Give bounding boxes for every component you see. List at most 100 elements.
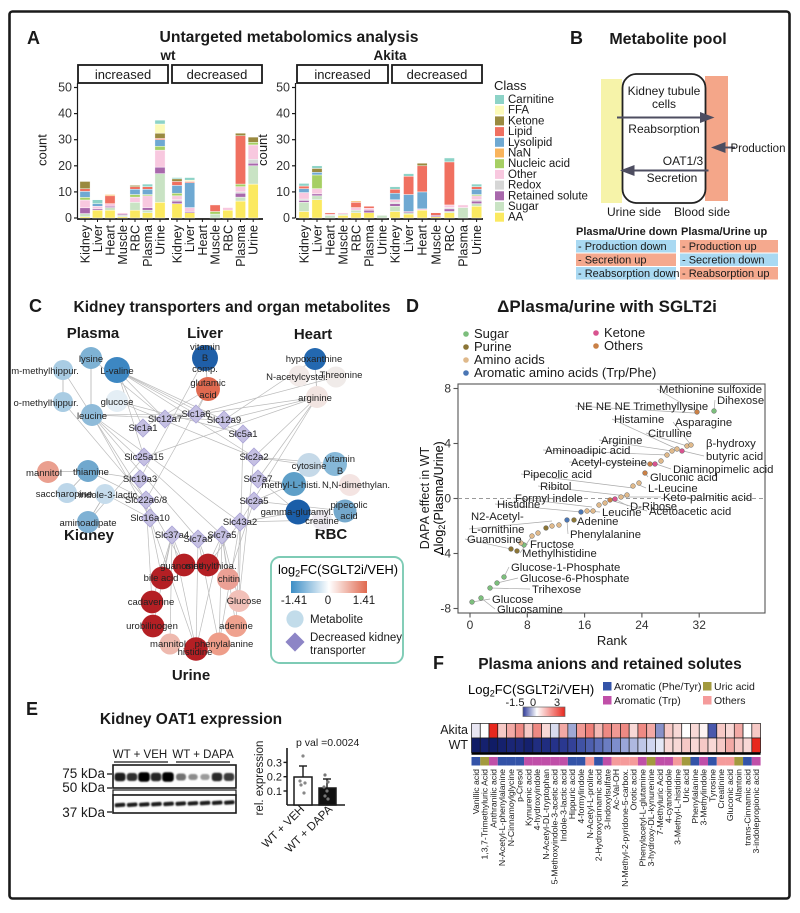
- svg-text:RBC: RBC: [350, 225, 364, 251]
- svg-text:N-Cinnamoylglycine: N-Cinnamoylglycine: [506, 769, 516, 846]
- svg-text:decreased: decreased: [187, 67, 248, 82]
- svg-text:N-Methyl-2-pyridone-5-carbox.: N-Methyl-2-pyridone-5-carbox.: [620, 769, 630, 887]
- svg-text:RBC: RBC: [129, 225, 143, 251]
- svg-text:Others: Others: [604, 338, 644, 353]
- svg-text:0.3: 0.3: [267, 757, 282, 769]
- svg-text:0: 0: [530, 697, 536, 709]
- svg-text:0: 0: [467, 618, 474, 632]
- svg-text:F: F: [433, 653, 444, 673]
- svg-text:37 kDa: 37 kDa: [62, 805, 105, 820]
- svg-text:RBC: RBC: [315, 526, 348, 543]
- svg-text:p-Cresol: p-Cresol: [515, 769, 525, 802]
- svg-text:Vanillic acid: Vanillic acid: [471, 769, 481, 814]
- svg-text:Δlog2(Plasma/Urine): Δlog2(Plasma/Urine): [432, 441, 447, 554]
- svg-text:Slc12a9: Slc12a9: [207, 415, 241, 426]
- svg-text:cytosine: cytosine: [292, 461, 327, 472]
- svg-text:Metabolite pool: Metabolite pool: [609, 31, 726, 48]
- svg-text:Urine: Urine: [470, 225, 484, 255]
- svg-text:Slc37a4: Slc37a4: [155, 530, 189, 541]
- svg-text:log2FC(SGLT2i/VEH): log2FC(SGLT2i/VEH): [278, 562, 398, 579]
- svg-text:Formyl indole: Formyl indole: [515, 493, 583, 505]
- svg-text:10: 10: [58, 185, 72, 199]
- svg-text:Slc7a5: Slc7a5: [207, 530, 236, 541]
- svg-text:WT + DAPA: WT + DAPA: [172, 749, 234, 761]
- svg-text:Lysolipid: Lysolipid: [508, 137, 552, 149]
- svg-text:Liver: Liver: [91, 225, 105, 252]
- svg-text:comp.: comp.: [192, 364, 218, 375]
- svg-text:Diaminopimelic acid: Diaminopimelic acid: [673, 464, 773, 476]
- svg-text:2-Hydroxycinnamic acid: 2-Hydroxycinnamic acid: [594, 769, 604, 861]
- svg-text:Plasma anions and retained sol: Plasma anions and retained solutes: [478, 656, 742, 673]
- svg-text:-8: -8: [440, 602, 451, 616]
- svg-text:aminoadipate: aminoadipate: [59, 518, 116, 529]
- svg-text:L-ornithine: L-ornithine: [471, 524, 524, 536]
- svg-text:Nucleic acid: Nucleic acid: [508, 158, 570, 170]
- svg-text:DAPA effect in WT: DAPA effect in WT: [418, 446, 432, 549]
- svg-text:Glucose: Glucose: [492, 594, 533, 606]
- svg-text:20: 20: [58, 159, 72, 173]
- svg-text:L-valine: L-valine: [100, 366, 133, 377]
- svg-text:FFA: FFA: [508, 105, 529, 117]
- svg-text:50: 50: [276, 81, 290, 95]
- svg-text:hypoxanthine: hypoxanthine: [286, 354, 343, 365]
- svg-text:ΔPlasma/urine with SGLT2i: ΔPlasma/urine with SGLT2i: [497, 297, 717, 316]
- svg-text:Kidney: Kidney: [298, 224, 312, 263]
- svg-text:N-Acetyl-L-phenylalanine: N-Acetyl-L-phenylalanine: [497, 769, 507, 866]
- svg-text:Glucose: Glucose: [227, 596, 262, 607]
- svg-text:Akita: Akita: [440, 723, 468, 737]
- svg-text:- Reabsorption down: - Reabsorption down: [578, 268, 680, 280]
- svg-text:Kidney: Kidney: [79, 224, 93, 263]
- svg-text:30: 30: [58, 133, 72, 147]
- svg-text:-1.41: -1.41: [281, 595, 307, 607]
- svg-text:Liver: Liver: [183, 225, 197, 252]
- svg-text:N,N-dimethylan.: N,N-dimethylan.: [322, 480, 390, 491]
- svg-text:Slc12a7: Slc12a7: [148, 414, 182, 425]
- svg-text:gamma-glutamyl.: gamma-glutamyl.: [261, 507, 334, 518]
- svg-text:Plasma: Plasma: [141, 225, 155, 267]
- svg-text:increased: increased: [314, 67, 370, 82]
- svg-text:Aromatic (Phe/Tyr): Aromatic (Phe/Tyr): [614, 681, 702, 693]
- svg-text:Plasma/Urine up: Plasma/Urine up: [681, 226, 767, 238]
- svg-text:glucose: glucose: [101, 397, 134, 408]
- svg-text:Tyrosine: Tyrosine: [707, 769, 717, 802]
- svg-text:Urine: Urine: [172, 667, 210, 684]
- svg-text:N-Acetyl-DL-tryptophan: N-Acetyl-DL-tryptophan: [541, 769, 551, 860]
- svg-text:0.1: 0.1: [267, 786, 282, 798]
- svg-text:Kidney tubule: Kidney tubule: [628, 84, 701, 98]
- svg-text:32: 32: [693, 618, 707, 632]
- svg-text:Slc2a2: Slc2a2: [239, 452, 268, 463]
- svg-text:NE NE NE Trimethyllysine: NE NE NE Trimethyllysine: [577, 401, 708, 413]
- svg-text:Acetoacetic acid: Acetoacetic acid: [649, 506, 731, 518]
- svg-text:8: 8: [524, 618, 531, 632]
- svg-text:4-hydroxyindole: 4-hydroxyindole: [532, 769, 542, 830]
- svg-text:Gluconic acid: Gluconic acid: [725, 769, 735, 821]
- svg-text:-1.5: -1.5: [506, 697, 525, 709]
- svg-text:Creatinine: Creatinine: [716, 769, 726, 809]
- svg-text:cadaverine: cadaverine: [128, 597, 174, 608]
- svg-text:5-Methoxyindole-3-acetic acid: 5-Methoxyindole-3-acetic acid: [550, 769, 560, 885]
- svg-text:Urine: Urine: [376, 225, 390, 255]
- svg-text:vitamin: vitamin: [190, 342, 220, 353]
- svg-text:wt: wt: [160, 48, 177, 63]
- svg-text:Slc7a8: Slc7a8: [183, 534, 212, 545]
- svg-text:Sugar: Sugar: [474, 326, 509, 341]
- svg-text:Aromatic (Trp): Aromatic (Trp): [614, 695, 681, 707]
- svg-text:Decreased kidney: Decreased kidney: [310, 632, 402, 644]
- svg-text:Keto-palmitic acid: Keto-palmitic acid: [663, 492, 752, 504]
- svg-text:3: 3: [554, 697, 560, 709]
- svg-text:Citrulline: Citrulline: [648, 428, 692, 440]
- svg-text:Sugar: Sugar: [508, 201, 539, 213]
- svg-text:Pipecolic acid: Pipecolic acid: [523, 469, 592, 481]
- svg-text:saccharopine: saccharopine: [36, 489, 93, 500]
- svg-text:Plasma: Plasma: [234, 225, 248, 267]
- svg-text:0: 0: [283, 211, 290, 225]
- svg-text:0: 0: [65, 211, 72, 225]
- svg-text:Plasma/Urine down: Plasma/Urine down: [576, 226, 678, 238]
- svg-text:Slc25a15: Slc25a15: [124, 452, 164, 463]
- svg-text:0: 0: [325, 595, 331, 607]
- svg-text:Amino acids: Amino acids: [474, 352, 545, 367]
- svg-text:C: C: [29, 296, 42, 316]
- svg-text:Ketone: Ketone: [508, 115, 544, 127]
- svg-text:Class: Class: [494, 78, 527, 93]
- svg-text:Log2FC(SGLT2i/VEH): Log2FC(SGLT2i/VEH): [468, 682, 594, 699]
